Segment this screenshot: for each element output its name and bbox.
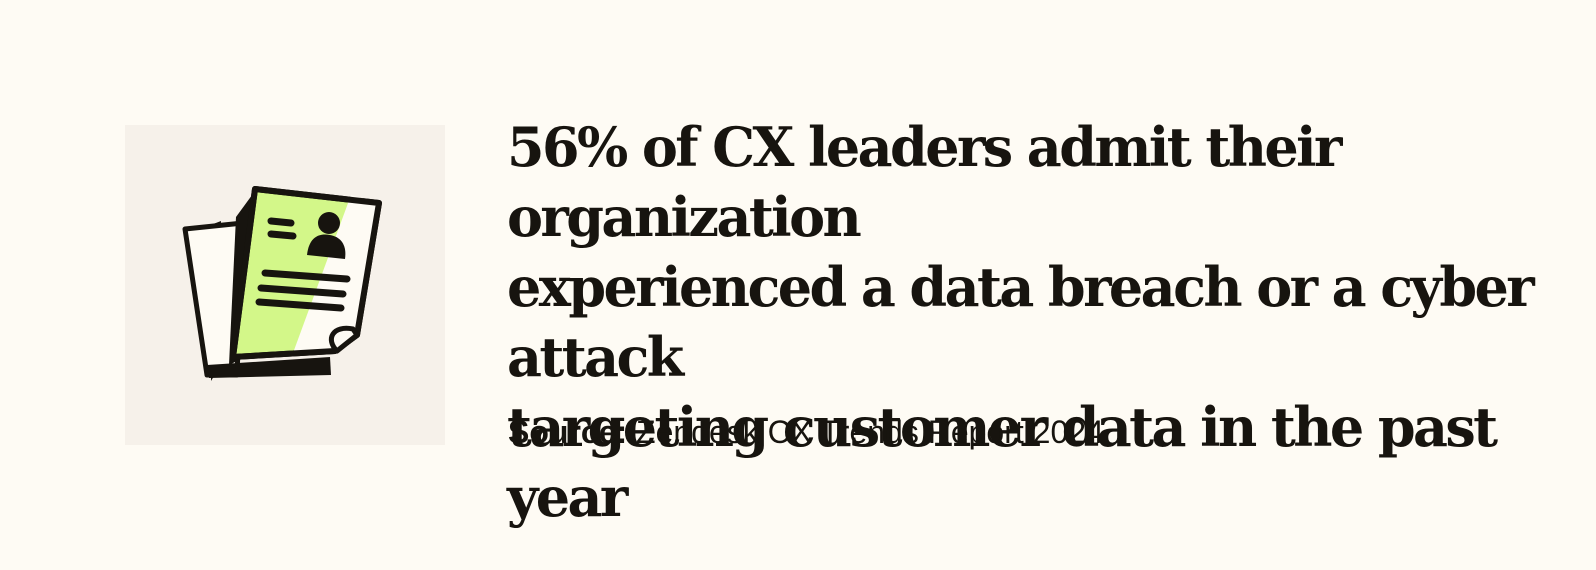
- source-label: Source:: [508, 414, 628, 450]
- illustration-tile: [125, 125, 445, 445]
- statistic-headline: 56% of CX leaders admit their organizati…: [507, 112, 1567, 532]
- source-citation: Source: Zendesk CX Trends Report 2024: [508, 410, 1104, 454]
- source-text: Zendesk CX Trends Report 2024: [636, 414, 1104, 450]
- headline-line-2: experienced a data breach or a cyber att…: [507, 255, 1535, 389]
- headline-line-3: targeting customer data in the past year: [507, 395, 1498, 529]
- headline-line-1: 56% of CX leaders admit their organizati…: [507, 115, 1342, 249]
- profile-document-icon: [182, 186, 382, 381]
